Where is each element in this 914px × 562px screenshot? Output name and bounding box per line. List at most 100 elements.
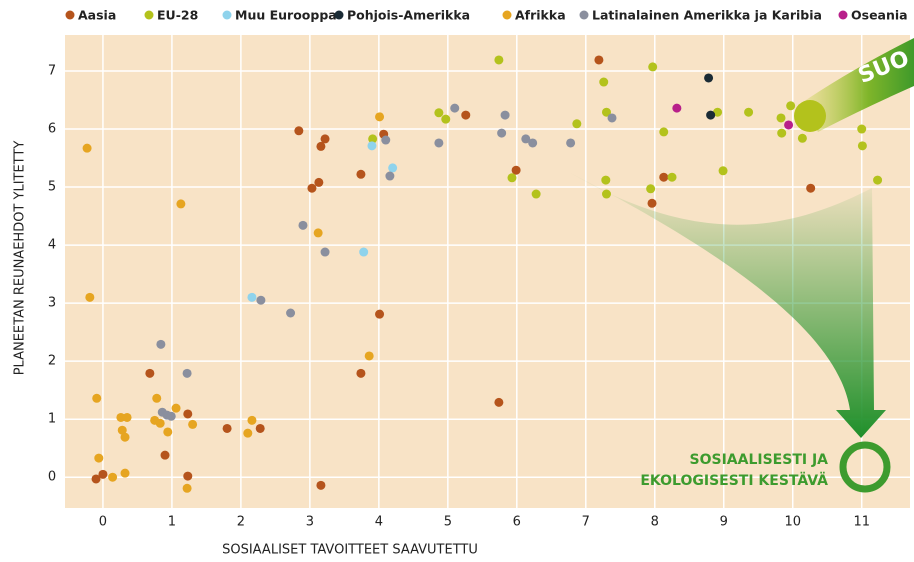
point bbox=[172, 404, 181, 413]
point bbox=[873, 176, 882, 185]
y-tick-label: 0 bbox=[48, 470, 56, 485]
x-tick-label: 0 bbox=[99, 515, 107, 530]
y-tick-label: 6 bbox=[48, 122, 56, 137]
point bbox=[501, 111, 510, 120]
point bbox=[375, 310, 384, 319]
legend-label: Afrikka bbox=[515, 8, 566, 23]
point bbox=[167, 412, 176, 421]
point bbox=[145, 369, 154, 378]
y-tick-label: 3 bbox=[48, 296, 56, 311]
point bbox=[359, 248, 368, 257]
annotation: EKOLOGISESTI KESTÄVÄ bbox=[640, 472, 828, 489]
point bbox=[256, 296, 265, 305]
x-tick-label: 1 bbox=[168, 515, 176, 530]
legend-marker bbox=[580, 11, 589, 20]
point bbox=[121, 469, 130, 478]
point bbox=[858, 141, 867, 150]
point bbox=[648, 62, 657, 71]
point bbox=[123, 413, 132, 422]
point bbox=[307, 184, 316, 193]
point bbox=[572, 119, 581, 128]
point bbox=[806, 184, 815, 193]
point bbox=[507, 173, 516, 182]
x-axis-label: SOSIAALISET TAVOITTEET SAAVUTETTU bbox=[222, 543, 478, 558]
point bbox=[494, 55, 503, 64]
point bbox=[672, 104, 681, 113]
point bbox=[243, 429, 252, 438]
point bbox=[94, 454, 103, 463]
point bbox=[777, 129, 786, 138]
point bbox=[188, 420, 197, 429]
point bbox=[356, 369, 365, 378]
point bbox=[434, 138, 443, 147]
y-tick-label: 4 bbox=[48, 238, 56, 253]
point bbox=[857, 125, 866, 134]
big-dot bbox=[794, 100, 826, 132]
x-tick-label: 11 bbox=[853, 515, 870, 530]
legend-marker bbox=[839, 11, 848, 20]
chart: SUO SOSIAALISESTI JA EKOLOGISESTI KESTÄV… bbox=[0, 0, 914, 562]
point bbox=[365, 351, 374, 360]
point bbox=[512, 166, 521, 175]
legend-marker bbox=[145, 11, 154, 20]
point bbox=[161, 451, 170, 460]
point bbox=[528, 138, 537, 147]
legend-marker bbox=[66, 11, 75, 20]
point bbox=[601, 176, 610, 185]
point bbox=[494, 398, 503, 407]
point bbox=[298, 221, 307, 230]
point bbox=[532, 190, 541, 199]
x-tick-label: 8 bbox=[651, 515, 659, 530]
legend-label: Muu Eurooppa bbox=[235, 8, 337, 23]
point bbox=[786, 101, 795, 110]
y-tick-label: 5 bbox=[48, 180, 56, 195]
point bbox=[321, 248, 330, 257]
x-tick-label: 6 bbox=[513, 515, 521, 530]
point bbox=[152, 394, 161, 403]
point bbox=[381, 136, 390, 145]
legend-marker bbox=[503, 11, 512, 20]
x-tick-label: 3 bbox=[306, 515, 314, 530]
point bbox=[92, 474, 101, 483]
point bbox=[247, 416, 256, 425]
point bbox=[367, 141, 376, 150]
point bbox=[608, 113, 617, 122]
point bbox=[183, 369, 192, 378]
point bbox=[183, 409, 192, 418]
y-axis-label: PLANEETAN REUNAEHDOT YLITETTY bbox=[13, 141, 28, 376]
legend-marker bbox=[223, 11, 232, 20]
point bbox=[163, 427, 172, 436]
point bbox=[247, 293, 256, 302]
x-tick-label: 10 bbox=[784, 515, 801, 530]
point bbox=[719, 166, 728, 175]
point bbox=[156, 340, 165, 349]
point bbox=[777, 113, 786, 122]
point bbox=[314, 228, 323, 237]
legend-label: Pohjois-Amerikka bbox=[347, 8, 470, 23]
point bbox=[286, 308, 295, 317]
point bbox=[566, 138, 575, 147]
point bbox=[648, 199, 657, 208]
point bbox=[646, 184, 655, 193]
point bbox=[450, 104, 459, 113]
x-tick-label: 9 bbox=[720, 515, 728, 530]
point bbox=[599, 78, 608, 87]
point bbox=[744, 108, 753, 117]
point bbox=[659, 127, 668, 136]
point bbox=[798, 134, 807, 143]
point bbox=[223, 424, 232, 433]
y-tick-label: 7 bbox=[48, 63, 56, 78]
point bbox=[602, 190, 611, 199]
legend-label: Latinalainen Amerikka ja Karibia bbox=[592, 8, 822, 23]
point bbox=[356, 170, 365, 179]
legend-label: Aasia bbox=[78, 8, 116, 23]
point bbox=[668, 173, 677, 182]
point bbox=[176, 199, 185, 208]
point bbox=[85, 293, 94, 302]
point bbox=[594, 55, 603, 64]
point bbox=[375, 112, 384, 121]
point bbox=[704, 73, 713, 82]
point bbox=[92, 394, 101, 403]
point bbox=[294, 126, 303, 135]
point bbox=[784, 120, 793, 129]
